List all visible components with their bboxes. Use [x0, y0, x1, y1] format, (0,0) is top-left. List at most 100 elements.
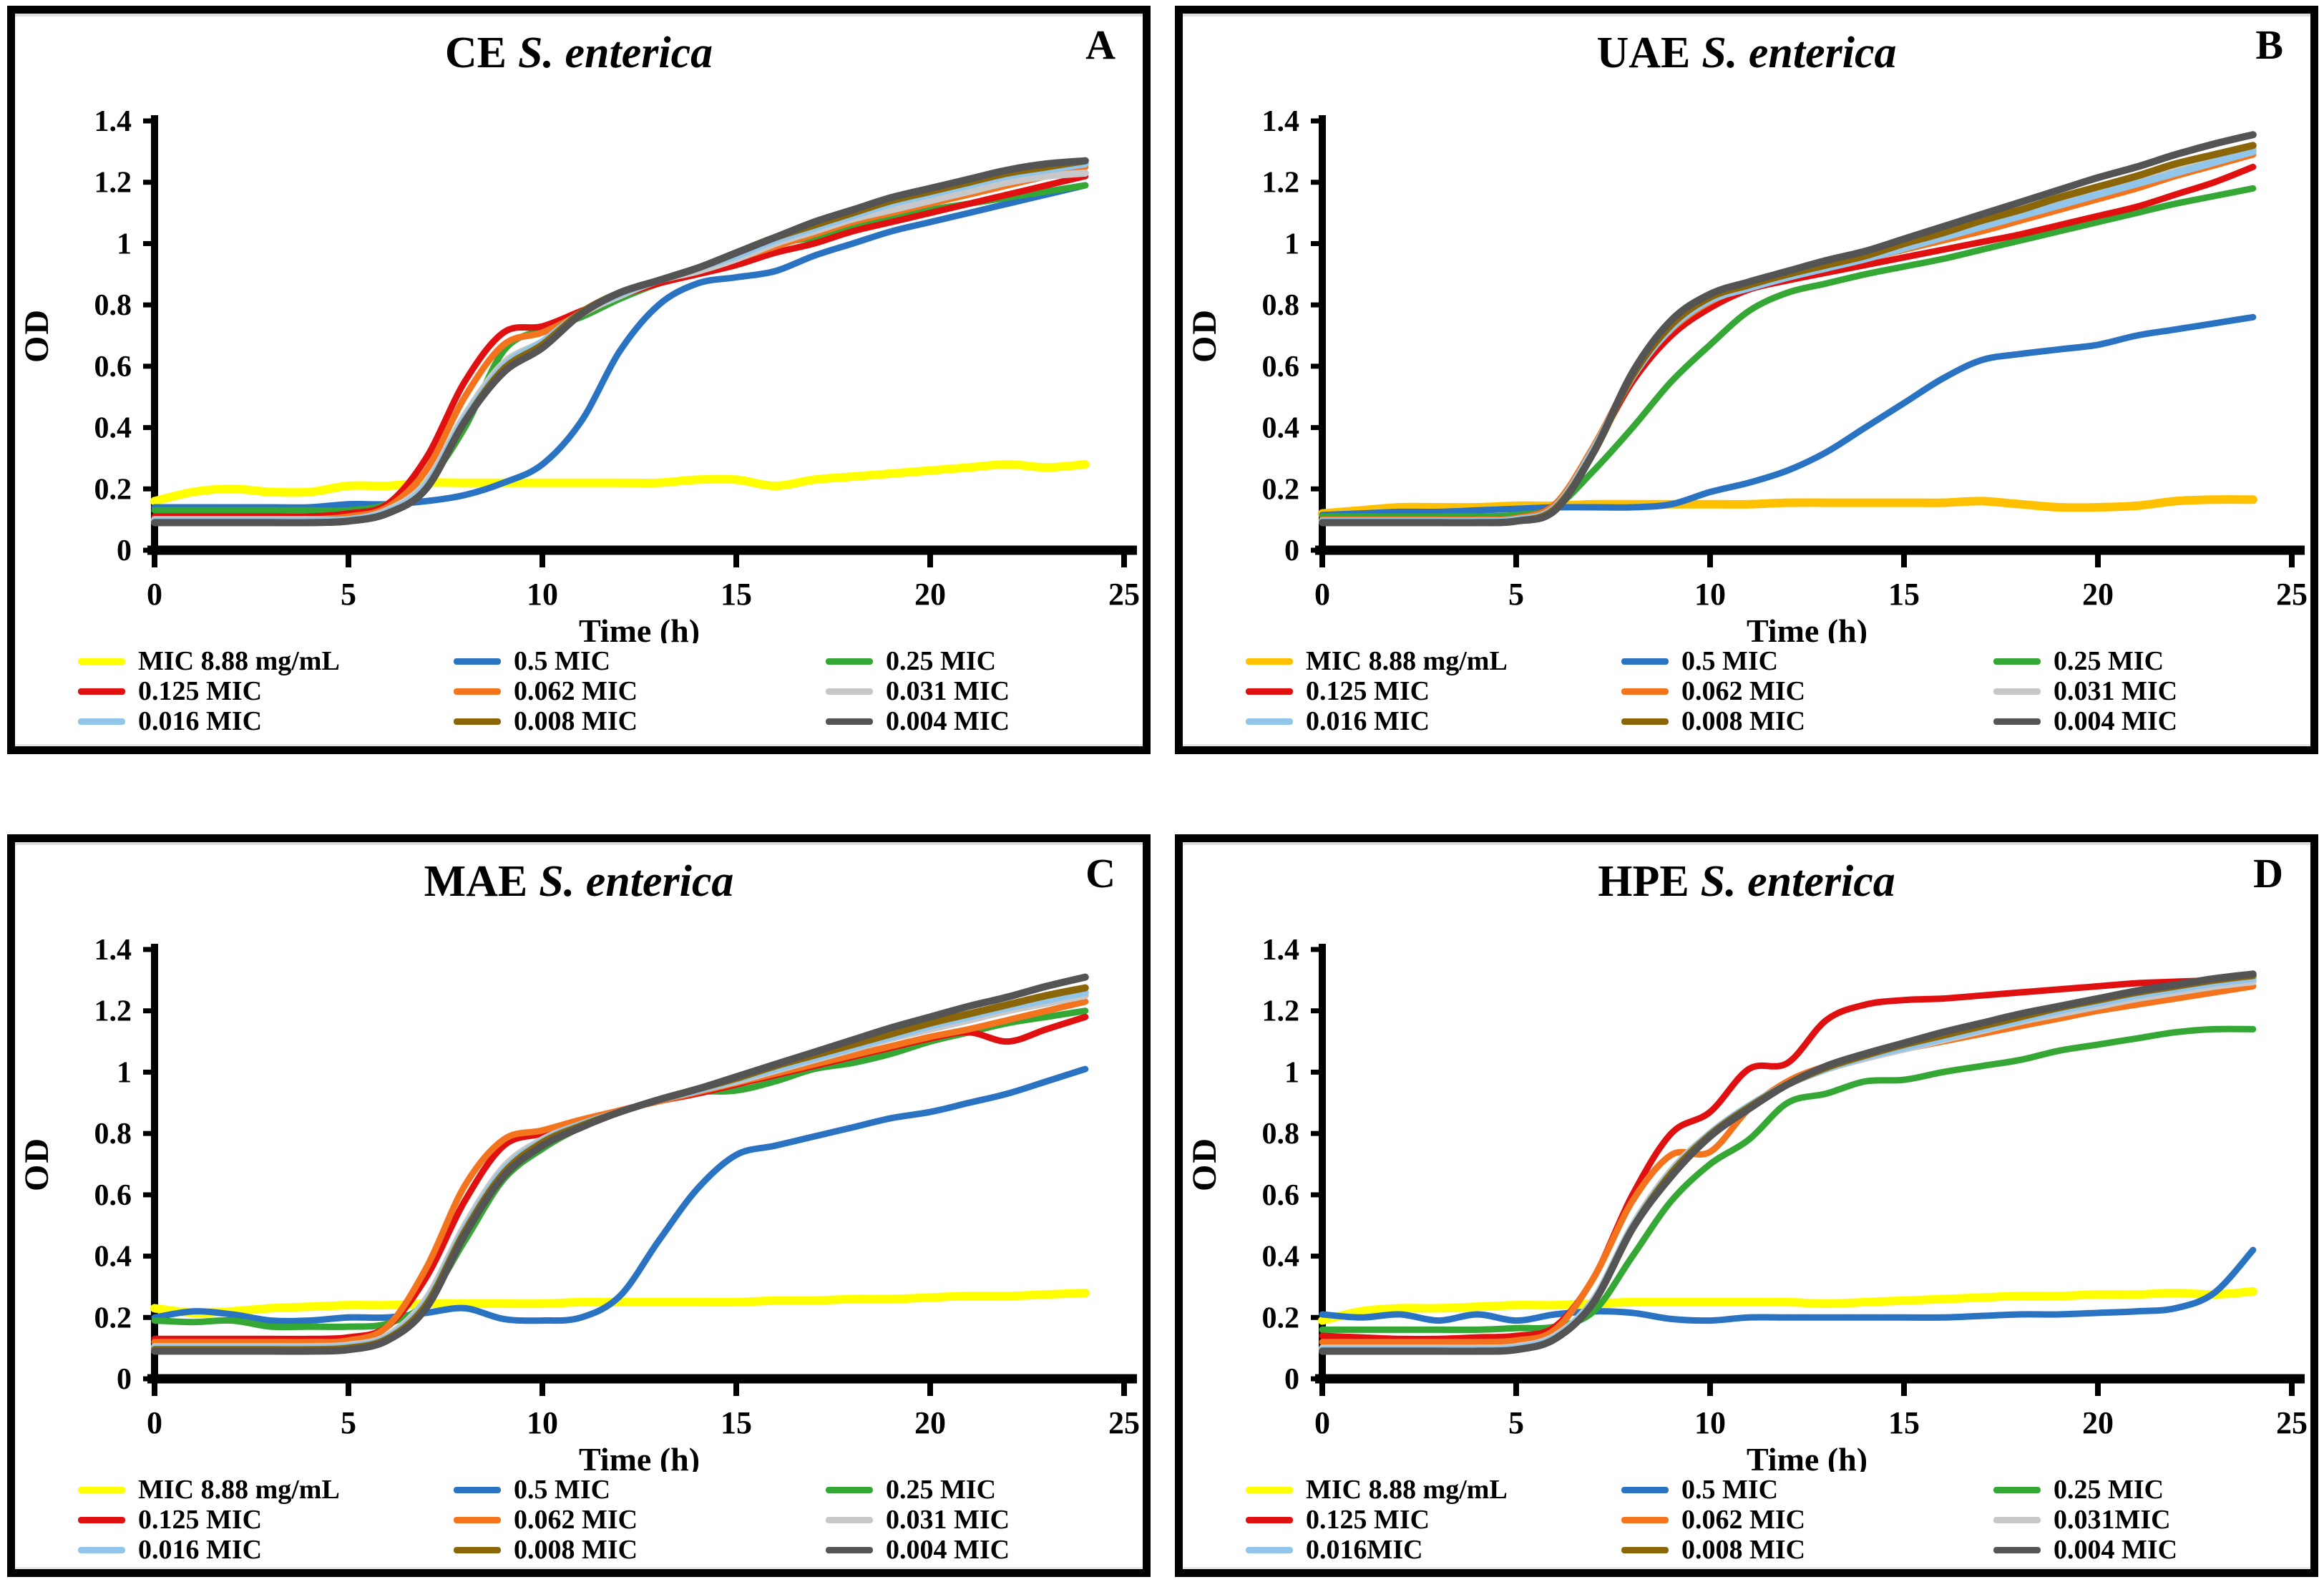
y-tick-label: 0.6	[1262, 351, 1300, 384]
legend-swatch	[826, 718, 873, 725]
growth-chart-d: 0 0.2 0.4 0.6 0.8 1 1.2 1.4 0 5 10 15 20 25 OD Time (h)	[1186, 934, 2308, 1472]
legend-label: MIC 8.88 mg/mL	[138, 1475, 340, 1505]
y-tick-label: 1.2	[1262, 167, 1300, 200]
y-tick-label: 1	[117, 228, 132, 260]
series-line-0.5-mic	[151, 182, 1089, 511]
legend-label: 0.062 MIC	[1681, 1505, 1806, 1535]
legend-swatch	[1246, 688, 1293, 695]
legend-swatch	[454, 1516, 501, 1523]
x-tick-label: 10	[527, 1405, 558, 1440]
legend-swatch	[78, 718, 125, 725]
series-line-0.004-mic	[151, 973, 1089, 1355]
legend-label: 0.031 MIC	[886, 1505, 1010, 1535]
legend-item: MIC 8.88 mg/mL	[78, 1475, 454, 1505]
y-tick-label: 0.2	[94, 473, 132, 506]
legend-item: 0.125 MIC	[78, 1505, 454, 1535]
series-line-mic-8.88-mg-ml	[1318, 1286, 2257, 1325]
legend-label: 0.25 MIC	[886, 1475, 997, 1505]
panel-a-title-species: S. enterica	[518, 29, 713, 77]
series-line-0.25-mic	[1319, 1025, 2257, 1334]
x-tick-label: 25	[2276, 1405, 2308, 1440]
legend-item: 0.125 MIC	[78, 676, 454, 706]
x-tick-label: 15	[1888, 577, 1920, 612]
legend-label: 0.016 MIC	[138, 1535, 263, 1565]
legend-label: 0.008 MIC	[1681, 706, 1806, 736]
x-tick-label: 25	[1108, 577, 1140, 612]
panel-c-title-species: S. enterica	[539, 857, 734, 906]
legend-item: 0.016 MIC	[78, 706, 454, 736]
y-tick-label: 0.6	[94, 351, 132, 384]
legend-swatch	[1993, 1546, 2041, 1553]
legend-item: 0.008 MIC	[454, 706, 826, 736]
series-line-0.5-mic	[1319, 313, 2257, 519]
legend-label: 0.125 MIC	[138, 676, 263, 706]
legend-item: 0.25 MIC	[1993, 646, 2292, 676]
series-line-0.5-mic	[151, 1065, 1089, 1324]
legend-swatch	[1621, 658, 1669, 665]
legend-label: 0.5 MIC	[1681, 646, 1779, 676]
panel-c-letter: C	[1085, 850, 1115, 897]
legend-item: 0.016MIC	[1246, 1535, 1621, 1565]
x-tick-label: 10	[1694, 1405, 1726, 1440]
legend-swatch	[454, 658, 501, 665]
x-tick-label: 20	[914, 577, 946, 612]
legend-d: MIC 8.88 mg/mL 0.5 MIC 0.25 MIC 0.125 MIC 0.…	[1246, 1475, 2292, 1565]
y-tick-label: 1.4	[1262, 934, 1300, 967]
legend-item: 0.5 MIC	[1621, 1475, 1993, 1505]
series-line-0.004-mic	[1319, 131, 2257, 527]
x-tick-label: 10	[527, 577, 558, 612]
y-tick-label: 0	[1284, 534, 1299, 567]
legend-label: 0.125 MIC	[1306, 676, 1430, 706]
legend-swatch	[1993, 1516, 2041, 1523]
series-line-0.031-mic	[1319, 145, 2257, 525]
legend-label: 0.5 MIC	[514, 646, 611, 676]
legend-swatch	[78, 688, 125, 695]
legend-item: 0.004 MIC	[1993, 1535, 2292, 1565]
legend-item: 0.25 MIC	[826, 1475, 1124, 1505]
legend-label: 0.008 MIC	[1681, 1535, 1806, 1565]
panel-a-title-prefix: CE	[444, 29, 507, 77]
legend-item: 0.016 MIC	[1246, 706, 1621, 736]
x-tick-label: 0	[147, 1405, 162, 1440]
series-line-0.004-mic	[151, 157, 1089, 527]
legend-label: 0.004 MIC	[886, 706, 1010, 736]
legend-label: 0.031 MIC	[2054, 676, 2178, 706]
panel-c: C MAE S. enterica 0 0.2 0.4 0.6 0.8 1 1.2 1.4 0 5 1…	[7, 834, 1151, 1577]
legend-swatch	[1993, 658, 2041, 665]
legend-item: 0.062 MIC	[1621, 676, 1993, 706]
legend-item: 0.031 MIC	[826, 676, 1124, 706]
legend-item: 0.004 MIC	[826, 1535, 1124, 1565]
growth-chart-a: 0 0.2 0.4 0.6 0.8 1 1.2 1.4 0 5 10 15 20 25 OD Time (h)	[18, 105, 1140, 643]
y-axis-label: OD	[18, 1137, 56, 1191]
legend-label: 0.004 MIC	[2054, 706, 2178, 736]
series-line-0.062-mic	[151, 998, 1089, 1346]
legend-item: 0.031 MIC	[826, 1505, 1124, 1535]
panel-d-letter: D	[2253, 850, 2283, 897]
legend-item: MIC 8.88 mg/mL	[1246, 646, 1621, 676]
legend-swatch	[454, 718, 501, 725]
legend-item: 0.031MIC	[1993, 1505, 2292, 1535]
legend-item: 0.004 MIC	[826, 706, 1124, 736]
x-tick-label: 20	[2082, 577, 2114, 612]
x-axis-label: Time (h)	[1747, 612, 1868, 643]
legend-swatch	[1246, 1546, 1293, 1553]
legend-label: MIC 8.88 mg/mL	[138, 646, 340, 676]
legend-swatch	[78, 658, 125, 665]
legend-label: 0.016MIC	[1306, 1535, 1423, 1565]
legend-item: 0.016 MIC	[78, 1535, 454, 1565]
y-tick-label: 0	[117, 534, 132, 567]
y-tick-label: 0	[117, 1363, 132, 1396]
legend-swatch	[1246, 718, 1293, 725]
legend-item: 0.008 MIC	[1621, 706, 1993, 736]
legend-item: MIC 8.88 mg/mL	[1246, 1475, 1621, 1505]
x-tick-label: 20	[2082, 1405, 2114, 1440]
x-tick-label: 0	[147, 577, 162, 612]
y-tick-label: 1	[1284, 228, 1299, 260]
legend-swatch	[78, 1516, 125, 1523]
panel-b-title: UAE S. enterica	[1183, 28, 2310, 79]
legend-swatch	[1246, 658, 1293, 665]
y-tick-label: 0.6	[94, 1179, 132, 1212]
legend-label: 0.062 MIC	[514, 1505, 638, 1535]
y-tick-label: 0.4	[94, 412, 132, 445]
